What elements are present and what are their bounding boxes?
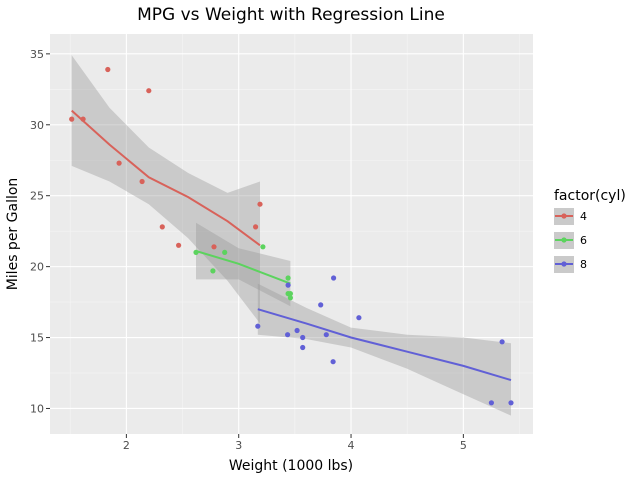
data-point-cyl-8 xyxy=(331,275,337,281)
y-tick-label: 20 xyxy=(30,261,44,274)
data-point-cyl-6 xyxy=(210,268,216,274)
y-tick-label: 10 xyxy=(30,402,44,415)
confidence-band-cyl-8 xyxy=(257,283,511,416)
data-point-cyl-8 xyxy=(323,332,329,338)
data-point-cyl-4 xyxy=(80,116,86,122)
data-point-cyl-4 xyxy=(211,244,217,250)
data-point-cyl-6 xyxy=(260,244,266,250)
y-axis-title: Miles per Gallon xyxy=(5,178,21,291)
legend-key-point xyxy=(561,237,567,243)
data-point-cyl-4 xyxy=(105,66,111,73)
data-point-cyl-8 xyxy=(356,315,362,321)
data-point-cyl-8 xyxy=(255,323,261,329)
legend-title: factor(cyl) xyxy=(554,188,626,204)
data-point-cyl-8 xyxy=(508,400,514,406)
data-point-cyl-6 xyxy=(287,295,293,301)
legend-label-cyl-8: 8 xyxy=(580,258,587,271)
legend-items: 4 6 8 xyxy=(554,208,587,273)
data-point-cyl-6 xyxy=(193,249,199,255)
data-point-cyl-6 xyxy=(222,249,228,255)
x-tick-label: 4 xyxy=(348,439,355,452)
x-axis-ticks: 2 3 4 5 xyxy=(123,434,467,452)
data-points xyxy=(69,66,514,406)
x-tick-label: 3 xyxy=(235,439,242,452)
regression-line-cyl-6 xyxy=(195,250,291,285)
chart-title: MPG vs Weight with Regression Line xyxy=(137,5,445,25)
legend-label-cyl-4: 4 xyxy=(580,210,587,223)
minor-gridlines xyxy=(50,34,533,434)
x-tick-label: 2 xyxy=(123,439,130,452)
data-point-cyl-4 xyxy=(159,224,165,230)
data-point-cyl-8 xyxy=(294,327,300,334)
data-point-cyl-4 xyxy=(139,178,145,185)
legend: factor(cyl) 4 6 8 xyxy=(554,188,626,273)
data-point-cyl-8 xyxy=(499,339,505,345)
y-tick-label: 30 xyxy=(30,119,44,132)
regression-lines xyxy=(71,109,512,382)
y-tick-label: 15 xyxy=(30,332,44,345)
regression-line-cyl-4 xyxy=(71,109,261,247)
data-point-cyl-4 xyxy=(253,224,259,230)
data-point-cyl-4 xyxy=(146,88,152,94)
data-point-cyl-8 xyxy=(285,332,291,338)
y-axis-ticks: 10 15 20 25 30 35 xyxy=(30,48,50,415)
x-tick-label: 5 xyxy=(460,439,467,452)
data-point-cyl-8 xyxy=(488,400,494,406)
data-point-cyl-4 xyxy=(116,160,122,166)
data-point-cyl-8 xyxy=(285,282,291,288)
legend-key-point xyxy=(561,213,567,219)
y-tick-label: 25 xyxy=(30,190,44,203)
data-point-cyl-8 xyxy=(300,334,306,341)
data-point-cyl-8 xyxy=(300,344,306,351)
data-point-cyl-4 xyxy=(69,116,75,122)
data-point-cyl-8 xyxy=(318,302,324,308)
legend-label-cyl-6: 6 xyxy=(580,234,587,247)
data-point-cyl-6 xyxy=(287,291,293,297)
data-point-cyl-6 xyxy=(285,275,291,281)
major-gridlines xyxy=(50,34,533,434)
data-point-cyl-4 xyxy=(176,242,182,248)
data-point-cyl-4 xyxy=(257,201,263,207)
regression-line-cyl-8 xyxy=(257,308,512,382)
x-axis-title: Weight (1000 lbs) xyxy=(229,458,353,474)
data-point-cyl-8 xyxy=(330,359,336,365)
legend-key-point xyxy=(561,261,567,267)
plot-panel xyxy=(50,34,533,434)
y-tick-label: 35 xyxy=(30,48,44,61)
